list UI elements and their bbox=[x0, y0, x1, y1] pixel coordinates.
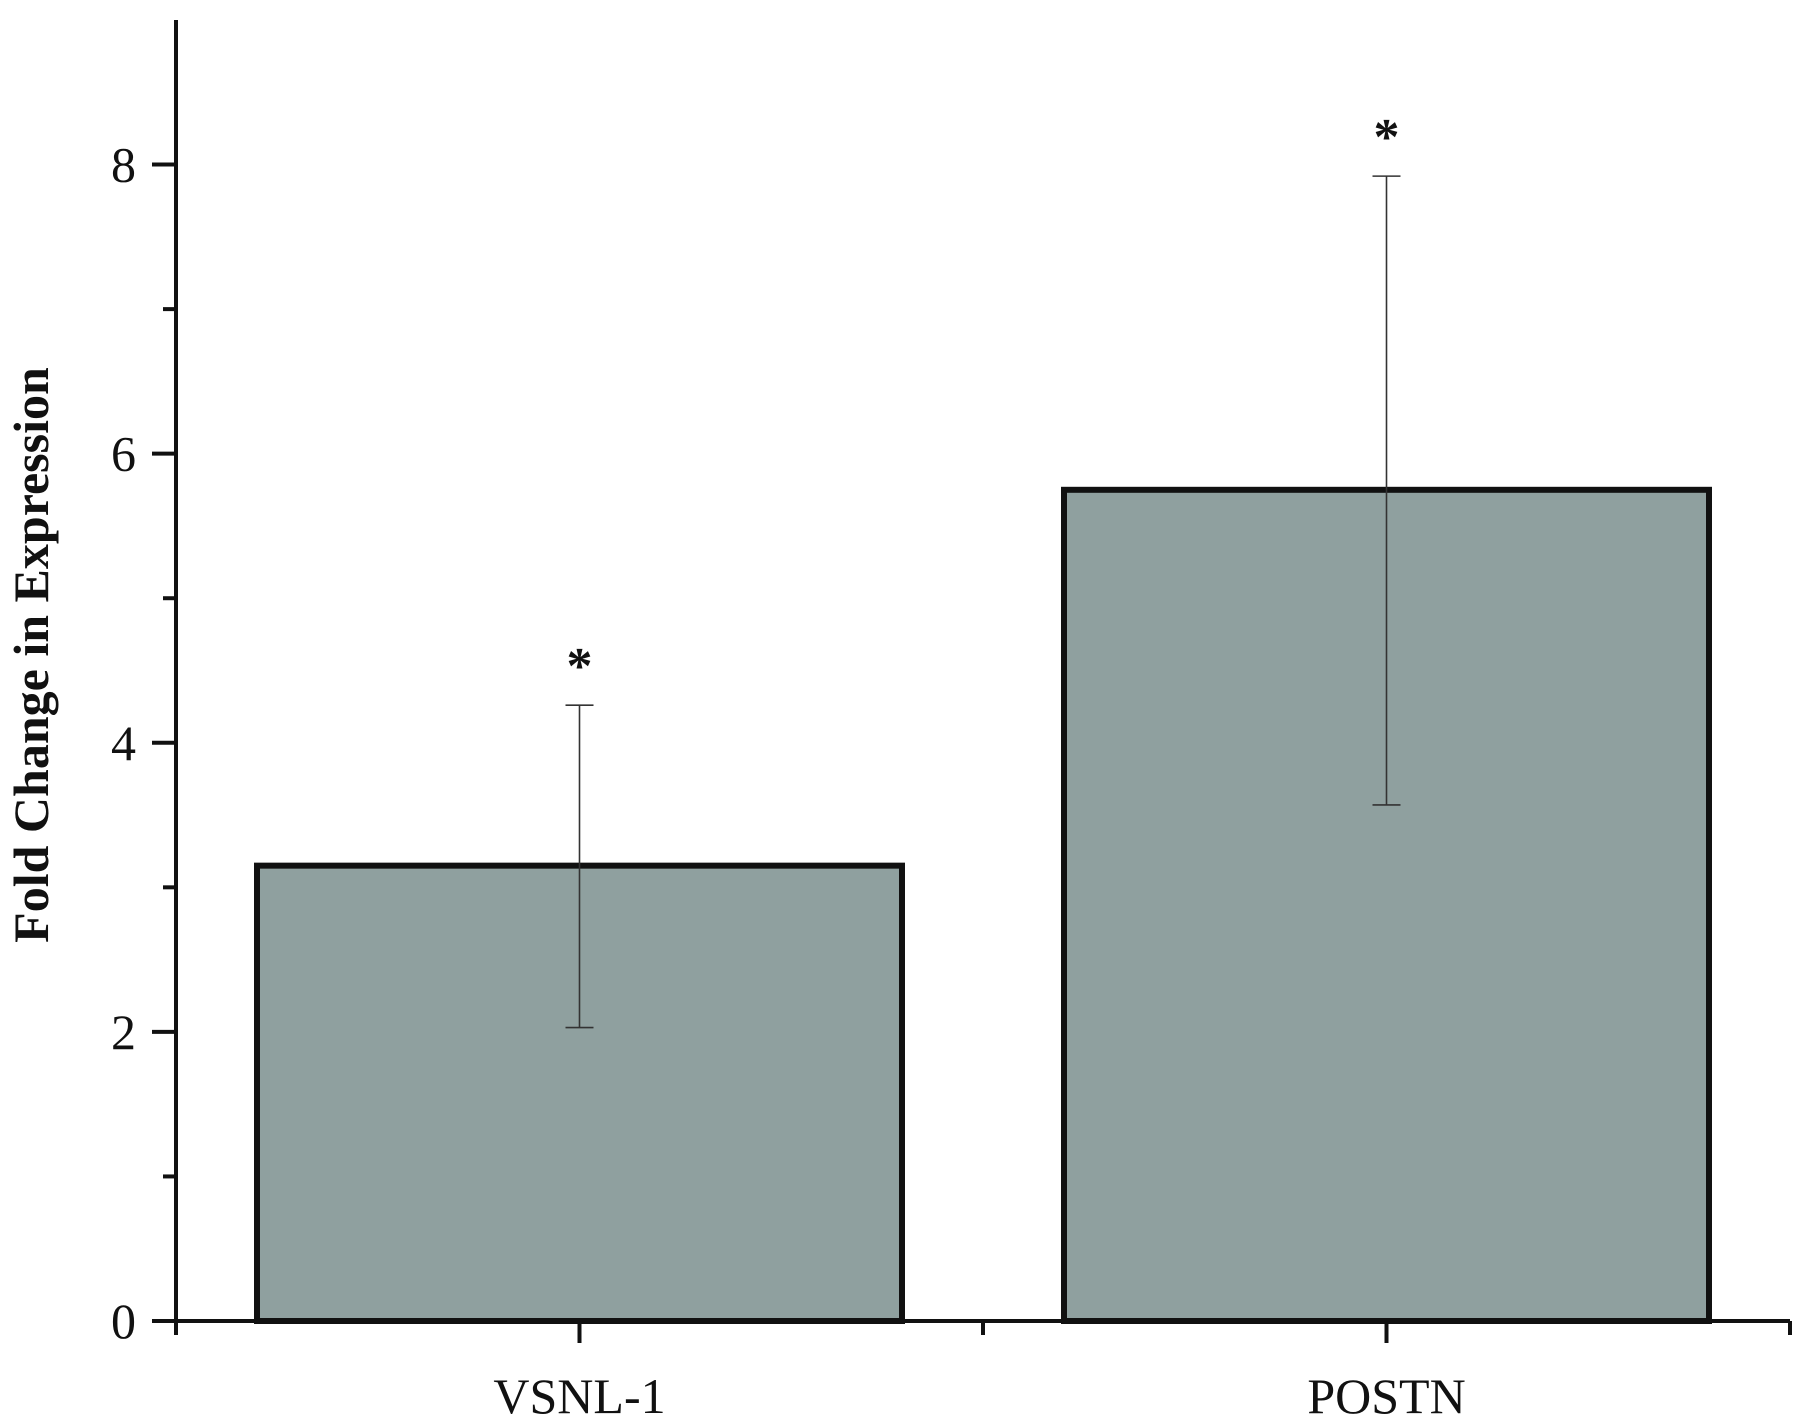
y-tick-label: 8 bbox=[111, 137, 136, 193]
significance-marker: * bbox=[567, 638, 593, 695]
error-bar-vsnl-1 bbox=[565, 704, 594, 1029]
y-axis-title: Fold Change in Expression bbox=[3, 367, 59, 943]
error-bars-layer bbox=[565, 175, 1401, 1029]
y-tick-label: 4 bbox=[111, 715, 136, 771]
x-tick-label: POSTN bbox=[1307, 1368, 1465, 1424]
labels-layer: * VSNL-1 * POSTN 0 2 4 6 8 bbox=[111, 109, 1466, 1424]
x-tick-label: VSNL-1 bbox=[493, 1368, 665, 1424]
y-tick-label: 2 bbox=[111, 1004, 136, 1060]
significance-marker: * bbox=[1374, 109, 1400, 166]
y-tick-label: 6 bbox=[111, 426, 136, 482]
bars-layer bbox=[254, 486, 1712, 1325]
error-bar-postn bbox=[1372, 175, 1401, 806]
axes-layer bbox=[152, 20, 1792, 1343]
y-tick-label: 0 bbox=[111, 1293, 136, 1349]
